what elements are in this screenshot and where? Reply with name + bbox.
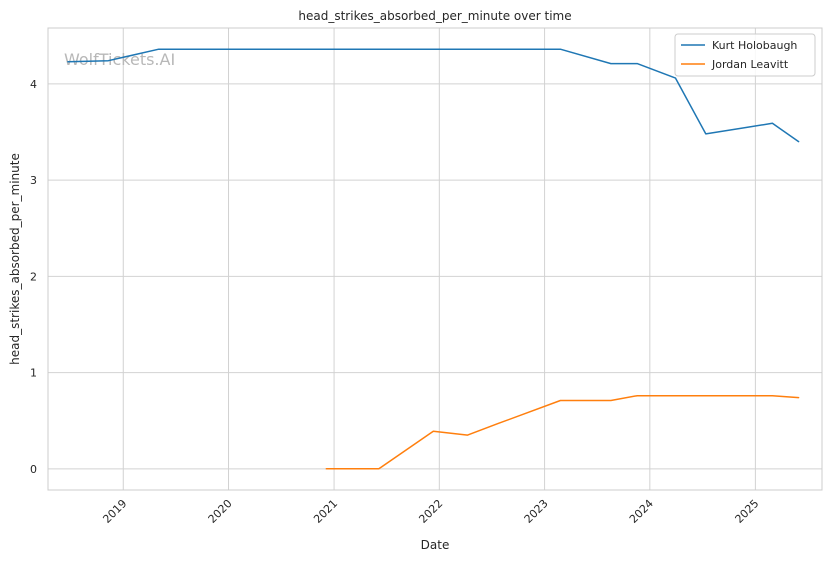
- series-line-0: [67, 48, 800, 143]
- y-tick-label: 1: [30, 367, 37, 380]
- plot-area-frame: [47, 27, 823, 491]
- y-tick-label: 2: [30, 270, 37, 283]
- y-tick-label: 4: [30, 78, 37, 91]
- y-tick-label: 3: [30, 174, 37, 187]
- chart-title: head_strikes_absorbed_per_minute over ti…: [298, 9, 571, 23]
- watermark-text: WolfTickets.AI: [64, 50, 175, 69]
- y-tick-label: 0: [30, 463, 37, 476]
- legend-entry-label: Kurt Holobaugh: [712, 39, 797, 52]
- legend-box: [674, 33, 816, 77]
- y-axis-label: head_strikes_absorbed_per_minute: [8, 153, 22, 365]
- legend-entry-label: Jordan Leavitt: [711, 58, 789, 71]
- series-line-1: [325, 394, 800, 470]
- legend: Kurt Holobaugh Jordan Leavitt: [674, 33, 816, 77]
- x-axis-label: Date: [421, 538, 450, 552]
